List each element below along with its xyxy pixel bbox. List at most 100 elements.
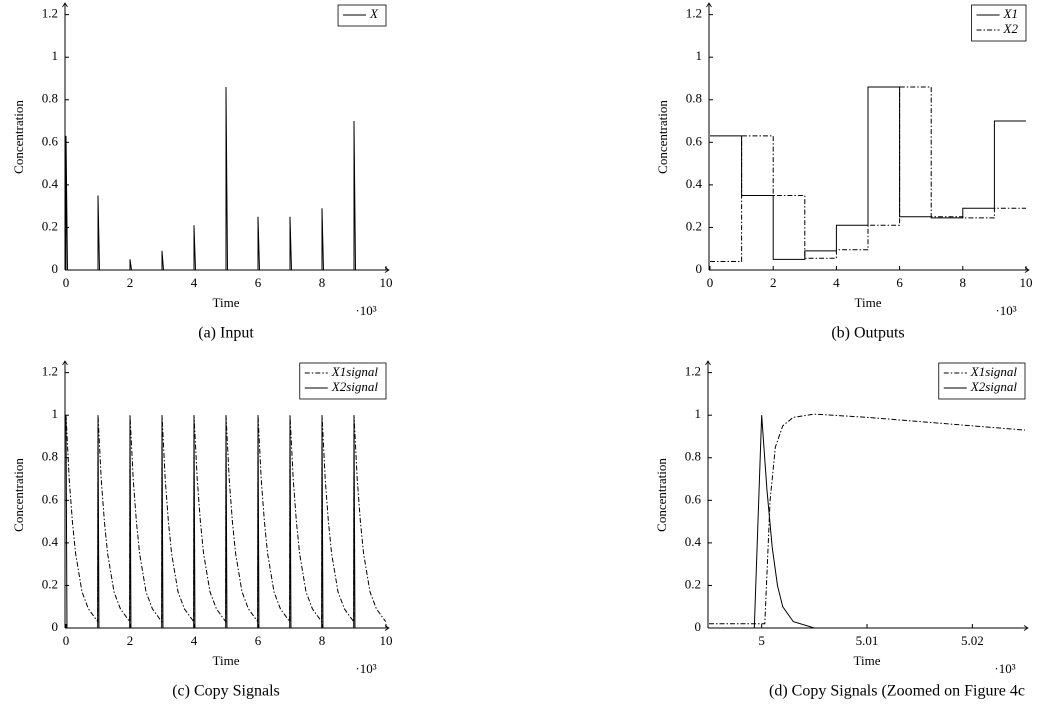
y-axis-arrow <box>62 360 68 366</box>
x-tick-label: 5.02 <box>961 633 984 648</box>
y-tick-label: 0.2 <box>42 218 58 233</box>
x-tick-label: 8 <box>319 633 326 648</box>
legend-label: X1signal <box>970 364 1018 379</box>
y-tick-label: 0.8 <box>42 449 58 464</box>
y-tick-label: 0.8 <box>42 91 58 106</box>
x-tick-label: 6 <box>255 633 262 648</box>
x-tick-label: 6 <box>255 275 262 290</box>
y-tick-label: 0.6 <box>42 133 59 148</box>
y-axis-label: Concentration <box>654 458 669 532</box>
y-tick-label: 1.2 <box>42 364 58 379</box>
stem <box>193 225 196 271</box>
x-axis-label: Time <box>213 653 240 668</box>
stem <box>129 259 132 271</box>
y-tick-label: 1.2 <box>42 6 58 21</box>
x-tick-label: 0 <box>63 633 70 648</box>
stem <box>353 121 356 271</box>
chart: 0 0.2 0.4 0.6 0.8 1 1.2 5 5.01 5.02 Time ·10³ Concen… <box>654 360 1029 700</box>
x-tick-label: 4 <box>833 275 840 290</box>
y-tick-label: 0.4 <box>42 534 59 549</box>
y-tick-label: 0 <box>696 261 703 276</box>
x-tick-label: 5.01 <box>856 633 879 648</box>
x-tick-label: 2 <box>770 275 777 290</box>
legend-label: X1signal <box>331 364 379 379</box>
y-tick-label: 1 <box>52 48 59 63</box>
y-tick-label: 0 <box>52 619 59 634</box>
y-tick-label: 0.4 <box>686 176 703 191</box>
y-axis-arrow <box>705 360 711 366</box>
x-tick-label: 6 <box>896 275 903 290</box>
y-tick-label: 0.4 <box>42 176 59 191</box>
y-tick-label: 0.4 <box>685 534 702 549</box>
x-axis-label: Time <box>855 295 882 310</box>
stem <box>289 216 292 271</box>
y-tick-label: 1 <box>696 48 703 63</box>
y-tick-label: 1.2 <box>685 364 701 379</box>
y-tick-label: 0.2 <box>685 576 701 591</box>
y-tick-label: 0.8 <box>685 449 701 464</box>
y-axis-label: Concentration <box>11 100 26 174</box>
y-tick-label: 0.6 <box>686 133 703 148</box>
legend-label: X2signal <box>331 379 379 394</box>
caption: (c) Copy Signals <box>172 683 280 700</box>
x-tick-label: 10 <box>1020 275 1033 290</box>
y-axis-label: Concentration <box>655 100 670 174</box>
chart: 0 0.2 0.4 0.6 0.8 1 1.2 0 2 4 6 8 10 Time ·10³ Concentr… <box>11 360 393 700</box>
legend-box <box>971 4 1027 42</box>
y-tick-label: 0.6 <box>42 491 59 506</box>
line <box>709 413 1026 625</box>
step-line <box>710 86 1026 262</box>
x-tick-label: 2 <box>127 633 134 648</box>
stem <box>257 216 260 271</box>
line <box>709 415 1025 629</box>
legend-label: X2 <box>1003 21 1019 36</box>
step-line <box>710 86 1026 260</box>
y-tick-label: 0.6 <box>685 491 702 506</box>
y-tick-label: 0.2 <box>42 576 58 591</box>
x-multiplier: ·10³ <box>355 303 376 318</box>
legend-label: X2signal <box>970 379 1018 394</box>
stem <box>65 135 68 271</box>
x-tick-label: 2 <box>127 275 134 290</box>
y-tick-label: 1 <box>52 406 59 421</box>
line <box>65 415 386 629</box>
x-axis-label: Time <box>213 295 240 310</box>
y-tick-label: 0 <box>52 261 59 276</box>
x-axis-arrow <box>1023 625 1029 631</box>
y-axis-arrow <box>62 2 68 8</box>
caption: (b) Outputs <box>831 325 904 342</box>
x-multiplier: ·10³ <box>995 303 1016 318</box>
caption: (d) Copy Signals (Zoomed on Figure 4c <box>769 683 1025 700</box>
legend-box <box>938 362 1026 400</box>
caption: (a) Input <box>198 325 254 342</box>
chart: 0 0.2 0.4 0.6 0.8 1 1.2 0 2 4 6 8 10 Time ·10³ Concentr… <box>655 2 1033 342</box>
x-multiplier: ·10³ <box>355 661 376 676</box>
legend-label: X <box>369 6 379 21</box>
legend-box <box>299 362 387 400</box>
x-tick-label: 0 <box>63 275 70 290</box>
stem <box>97 195 100 271</box>
x-multiplier: ·10³ <box>994 661 1015 676</box>
y-tick-label: 1 <box>695 406 702 421</box>
y-tick-label: 1.2 <box>686 6 702 21</box>
x-tick-label: 4 <box>191 633 198 648</box>
x-tick-label: 4 <box>191 275 198 290</box>
y-tick-label: 0.2 <box>686 218 702 233</box>
legend: X <box>337 4 387 27</box>
y-tick-label: 0.8 <box>686 91 702 106</box>
x-tick-label: 8 <box>319 275 326 290</box>
x-tick-label: 10 <box>380 275 393 290</box>
chart: 0 0.2 0.4 0.6 0.8 1 1.2 0 2 4 6 8 10 Time ·10³ Concentr… <box>11 2 393 342</box>
y-tick-label: 0 <box>695 619 702 634</box>
x-tick-label: 0 <box>707 275 714 290</box>
stem <box>321 208 324 271</box>
x-tick-label: 5 <box>758 633 765 648</box>
legend-label: X1 <box>1003 6 1018 21</box>
y-axis-arrow <box>706 2 712 8</box>
x-axis-label: Time <box>854 653 881 668</box>
stem <box>225 86 228 271</box>
y-axis-label: Concentration <box>11 458 26 532</box>
